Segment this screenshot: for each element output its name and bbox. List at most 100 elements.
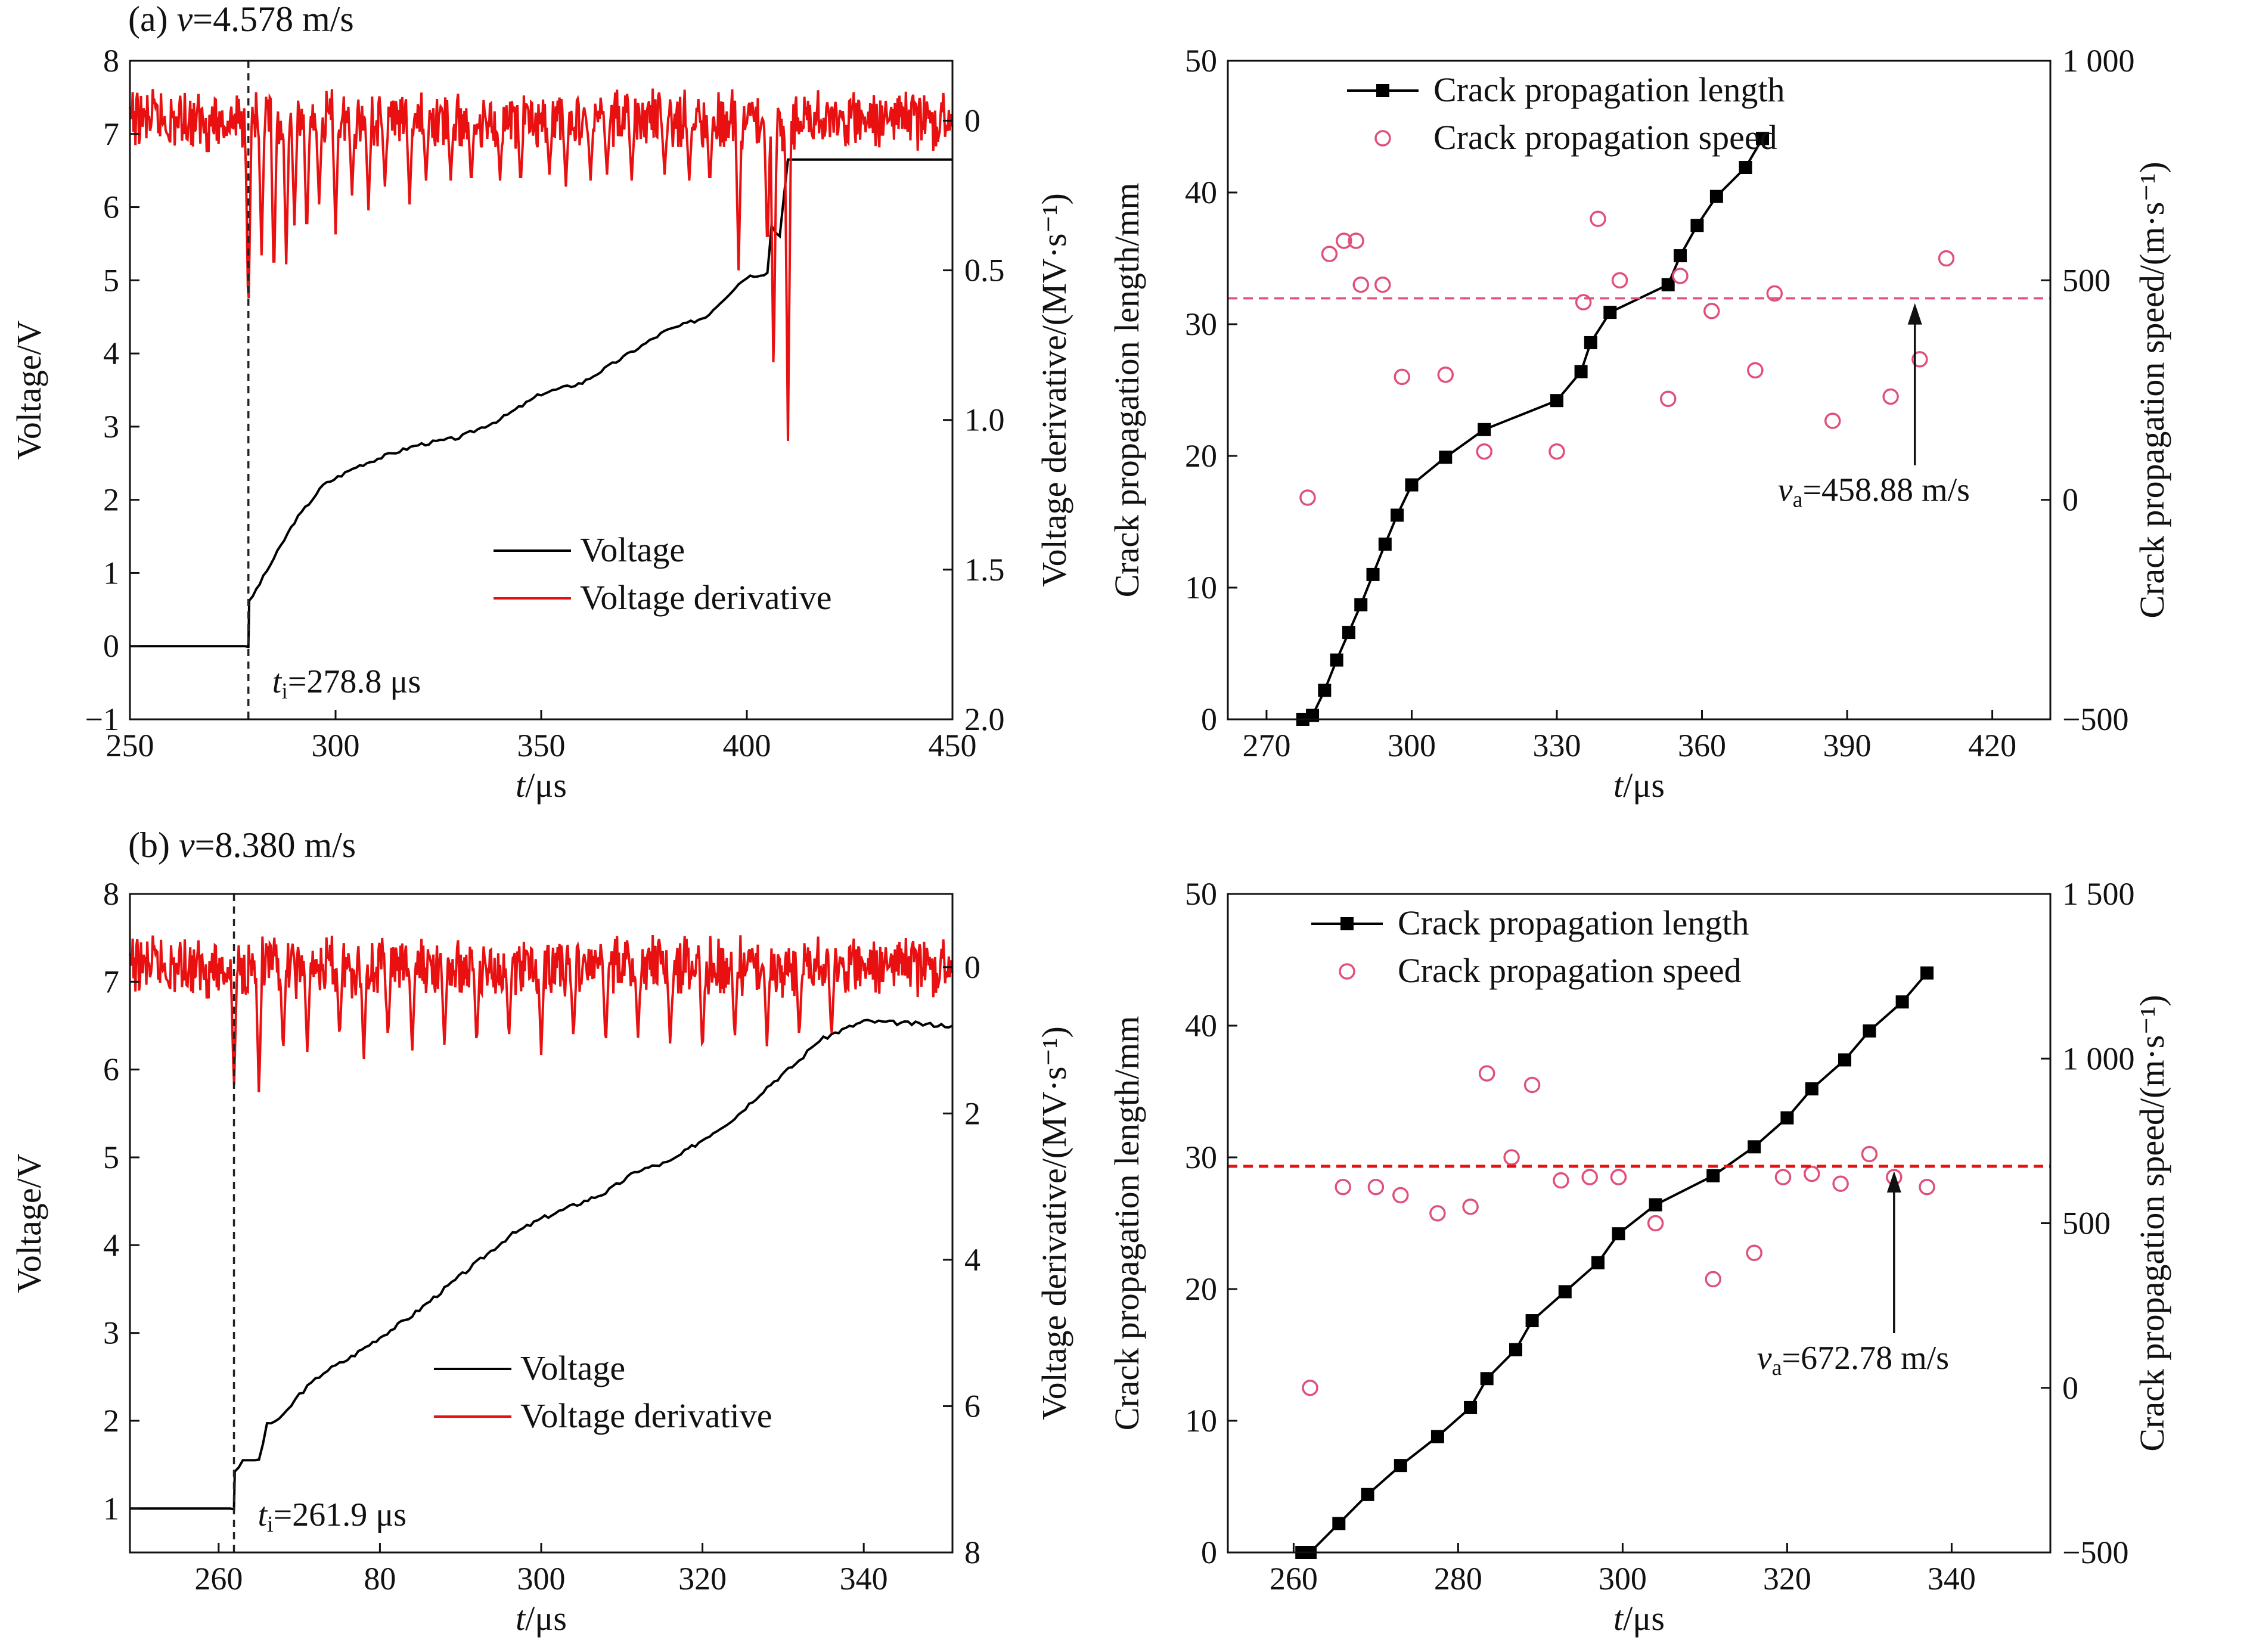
crack-speed-point <box>1672 268 1689 284</box>
x-axis-label: t/μs <box>516 766 567 805</box>
x-tick-label: 260 <box>1270 1561 1318 1597</box>
series-voltage-derivative-line <box>129 88 954 441</box>
crack-length-point <box>1391 508 1404 522</box>
y-tick-label: 30 <box>1185 1139 1217 1175</box>
y2-tick-label: −500 <box>2062 1535 2128 1570</box>
crack-length-point <box>1464 1401 1478 1414</box>
y2-tick-label: 0 <box>964 949 980 985</box>
legend: Crack propagation length Crack propagatio… <box>1311 903 1749 990</box>
crack-length-point <box>1591 1256 1605 1269</box>
crack-length-point <box>1739 161 1752 175</box>
x-tick-label: 340 <box>840 1561 888 1597</box>
crack-length-point <box>1330 653 1343 667</box>
x-tick-label: 390 <box>1823 728 1872 763</box>
legend: Voltage Voltage derivative <box>494 530 832 617</box>
average-speed-sub: a <box>1793 487 1803 513</box>
y-tick-label: 20 <box>1185 1271 1217 1307</box>
crack-speed-point <box>1335 1178 1351 1195</box>
crack-length-point <box>1690 219 1704 232</box>
panel-a-title-prefix: (a) <box>128 0 177 39</box>
panel-b-title-rest: =8.380 m/s <box>195 825 356 865</box>
x-tick-label: 400 <box>723 728 771 763</box>
x-tick-label: 300 <box>312 728 360 763</box>
legend-swatch-crack-length-marker <box>1376 84 1389 97</box>
crack-length-point <box>1706 1169 1720 1182</box>
crack-length-point <box>1394 1459 1407 1473</box>
crack-length-point <box>1748 1140 1761 1154</box>
average-speed-arrow-head <box>1886 1171 1901 1193</box>
x-tick-label: 250 <box>106 728 154 763</box>
x-axis-label-rest: /μs <box>525 1599 567 1638</box>
y-tick-label: 20 <box>1185 438 1217 474</box>
crack-speed-point <box>1523 1076 1541 1094</box>
x-tick-label: 80 <box>364 1561 396 1597</box>
y-axis-label: Voltage/V <box>10 1153 48 1293</box>
y2-tick-label: 8 <box>964 1535 980 1570</box>
crack-length-point <box>1366 567 1380 581</box>
x-tick-label: 420 <box>1968 728 2016 763</box>
x-axis-label: t/μs <box>1613 766 1665 805</box>
crack-length-point <box>1780 1111 1794 1125</box>
crack-speed-point <box>1774 1169 1792 1185</box>
y2-tick-label: 1 000 <box>2062 43 2135 79</box>
ti-annotation-sub: i <box>267 1512 274 1537</box>
crack-length-point <box>1361 1488 1374 1501</box>
crack-length-point <box>1838 1053 1851 1067</box>
crack-speed-point <box>1824 412 1841 429</box>
y-tick-label: 1 <box>103 555 119 591</box>
ti-annotation-rest: =261.9 μs <box>274 1496 406 1533</box>
y-tick-label: 10 <box>1185 1403 1217 1439</box>
panel-a-title-rest: =4.578 m/s <box>193 0 354 39</box>
crack-length-point <box>1574 365 1588 378</box>
crack-length-point <box>1480 1372 1494 1386</box>
y2-axis-label: Voltage derivative/(MV·s⁻¹) <box>1035 193 1073 587</box>
crack-speed-point <box>1429 1205 1446 1222</box>
x-tick-label: 450 <box>929 728 977 763</box>
crack-speed-point <box>1804 1165 1820 1182</box>
x-axis-label-var: t <box>1613 766 1624 805</box>
y2-axis-label: Crack propagation speed/(m·s⁻¹) <box>2133 995 2171 1451</box>
crack-speed-point <box>1367 1178 1385 1195</box>
crack-length-point <box>1509 1343 1522 1356</box>
y2-tick-label: 0 <box>964 103 980 138</box>
y2-tick-label: 2.0 <box>964 701 1005 737</box>
crack-length-point <box>1318 684 1332 697</box>
y-tick-label: 5 <box>103 262 119 298</box>
crack-speed-point <box>1575 294 1592 310</box>
y-tick-label: 50 <box>1185 43 1217 79</box>
y2-tick-label: 1.5 <box>964 552 1005 588</box>
y2-tick-label: 0 <box>2062 482 2078 518</box>
ti-annotation-var: t <box>258 1496 268 1533</box>
y-tick-label: 6 <box>103 190 119 225</box>
crack-length-point <box>1354 598 1368 611</box>
crack-speed-point <box>1321 246 1338 262</box>
crack-speed-point <box>1659 390 1677 407</box>
y2-tick-label: 0.5 <box>964 253 1005 288</box>
y-tick-label: 40 <box>1185 175 1217 210</box>
plot-frame <box>1227 893 2052 1554</box>
legend-swatch-crack-speed <box>1339 963 1355 980</box>
x-axis-label-var: t <box>516 766 526 805</box>
crack-length-point <box>1378 538 1392 551</box>
y-tick-label: 8 <box>103 43 119 79</box>
crack-speed-point <box>1861 1145 1878 1163</box>
legend: Crack propagation length Crack propagatio… <box>1347 70 1785 157</box>
chart-b-crack: va=672.78 m/s 260 280 300 320 340 0 10 20 30 40 50 −… <box>1107 876 2171 1638</box>
crack-speed-point <box>1437 366 1454 383</box>
x-tick-label: 360 <box>1678 728 1726 763</box>
y-tick-label: 7 <box>103 116 119 152</box>
y-tick-label: 4 <box>103 336 119 371</box>
crack-speed-point <box>1832 1175 1849 1192</box>
crack-speed-point <box>1746 1244 1762 1261</box>
crack-length-point <box>1558 1285 1572 1299</box>
crack-speed-point <box>1647 1215 1664 1232</box>
x-tick-label: 340 <box>1928 1561 1976 1597</box>
crack-length-point <box>1478 423 1491 436</box>
crack-speed-point <box>1747 362 1764 379</box>
average-speed-rest: =672.78 m/s <box>1782 1340 1950 1377</box>
y2-tick-label: 4 <box>964 1242 980 1278</box>
y2-tick-label: 2 <box>964 1095 980 1131</box>
crack-length-point <box>1863 1024 1876 1038</box>
y-tick-label: 6 <box>103 1052 119 1088</box>
